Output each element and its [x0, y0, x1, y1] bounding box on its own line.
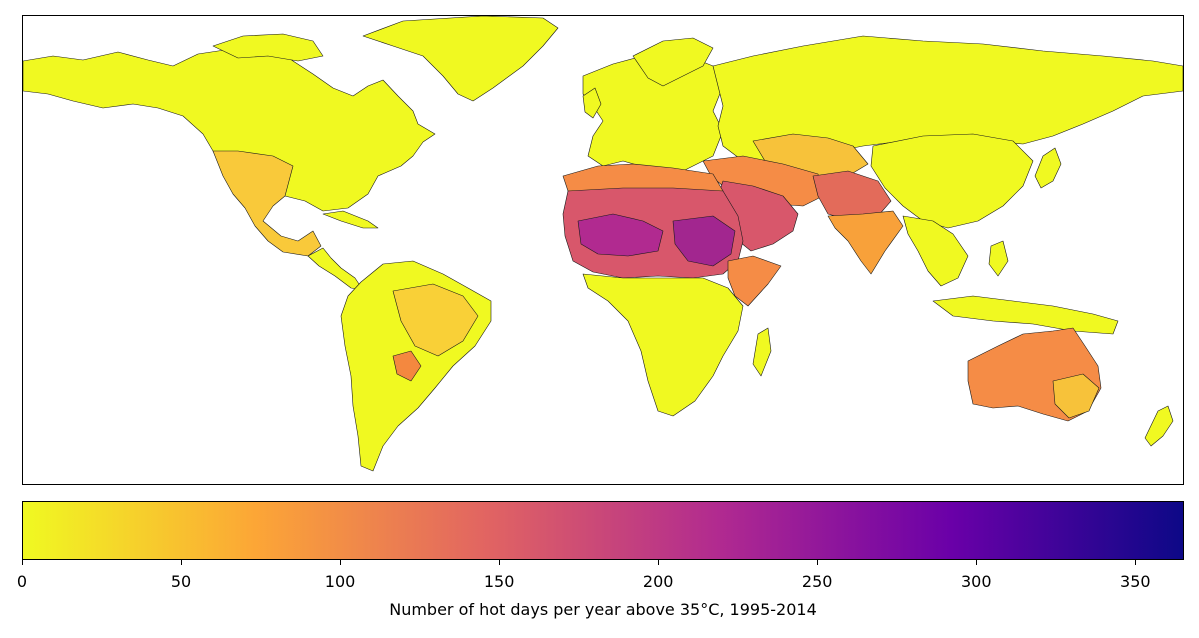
- world-map-canvas: [23, 16, 1183, 484]
- colorbar-tick: [817, 560, 819, 565]
- region-madagascar: [752, 327, 772, 377]
- region-southwest-us-mexico: [212, 150, 322, 257]
- region-japan: [1034, 147, 1062, 189]
- colorbar-tick-label: 0: [16, 572, 28, 591]
- region-greenland: [362, 16, 559, 102]
- colorbar-tick-label: 50: [170, 572, 192, 591]
- colorbar-tick-label: 300: [960, 572, 992, 591]
- colorbar-tick-label: 200: [642, 572, 674, 591]
- region-india: [827, 210, 904, 275]
- colorbar: [22, 501, 1184, 560]
- colorbar-tick: [976, 560, 978, 565]
- region-southeast-asia: [902, 215, 969, 287]
- colorbar-tick: [499, 560, 501, 565]
- region-brazil-interior: [392, 283, 479, 357]
- region-sudan-core: [672, 215, 736, 267]
- colorbar-tick: [181, 560, 183, 565]
- colorbar-tick: [22, 560, 23, 565]
- colorbar-tick: [340, 560, 342, 565]
- colorbar-tick: [658, 560, 660, 565]
- colorbar-axis: 0 50 100 150 200 250 300 350: [17, 560, 1184, 600]
- colorbar-tick-label: 150: [483, 572, 515, 591]
- region-caribbean: [322, 210, 379, 229]
- colorbar-tick: [1135, 560, 1137, 565]
- colorbar-tick-label: 100: [324, 572, 356, 591]
- region-arctic-islands: [212, 33, 324, 62]
- region-gran-chaco: [392, 350, 422, 382]
- region-sub-saharan-africa: [582, 273, 744, 417]
- colorbar-label: Number of hot days per year above 35°C, …: [389, 600, 817, 619]
- colorbar-tick-label: 350: [1120, 572, 1151, 591]
- region-scandinavia: [632, 37, 714, 87]
- region-western-sahel-core: [577, 213, 664, 257]
- region-southeast-australia: [1052, 373, 1100, 419]
- world-map: [22, 15, 1184, 485]
- region-indonesia: [932, 295, 1119, 335]
- region-philippines: [988, 240, 1009, 277]
- region-new-zealand: [1144, 405, 1174, 447]
- region-middle-east: [702, 155, 824, 207]
- region-horn-of-africa: [727, 255, 782, 307]
- colorbar-tick-label: 250: [801, 572, 833, 591]
- region-china: [870, 133, 1034, 229]
- region-uk: [582, 87, 602, 119]
- region-russia-central-asia: [712, 35, 1183, 167]
